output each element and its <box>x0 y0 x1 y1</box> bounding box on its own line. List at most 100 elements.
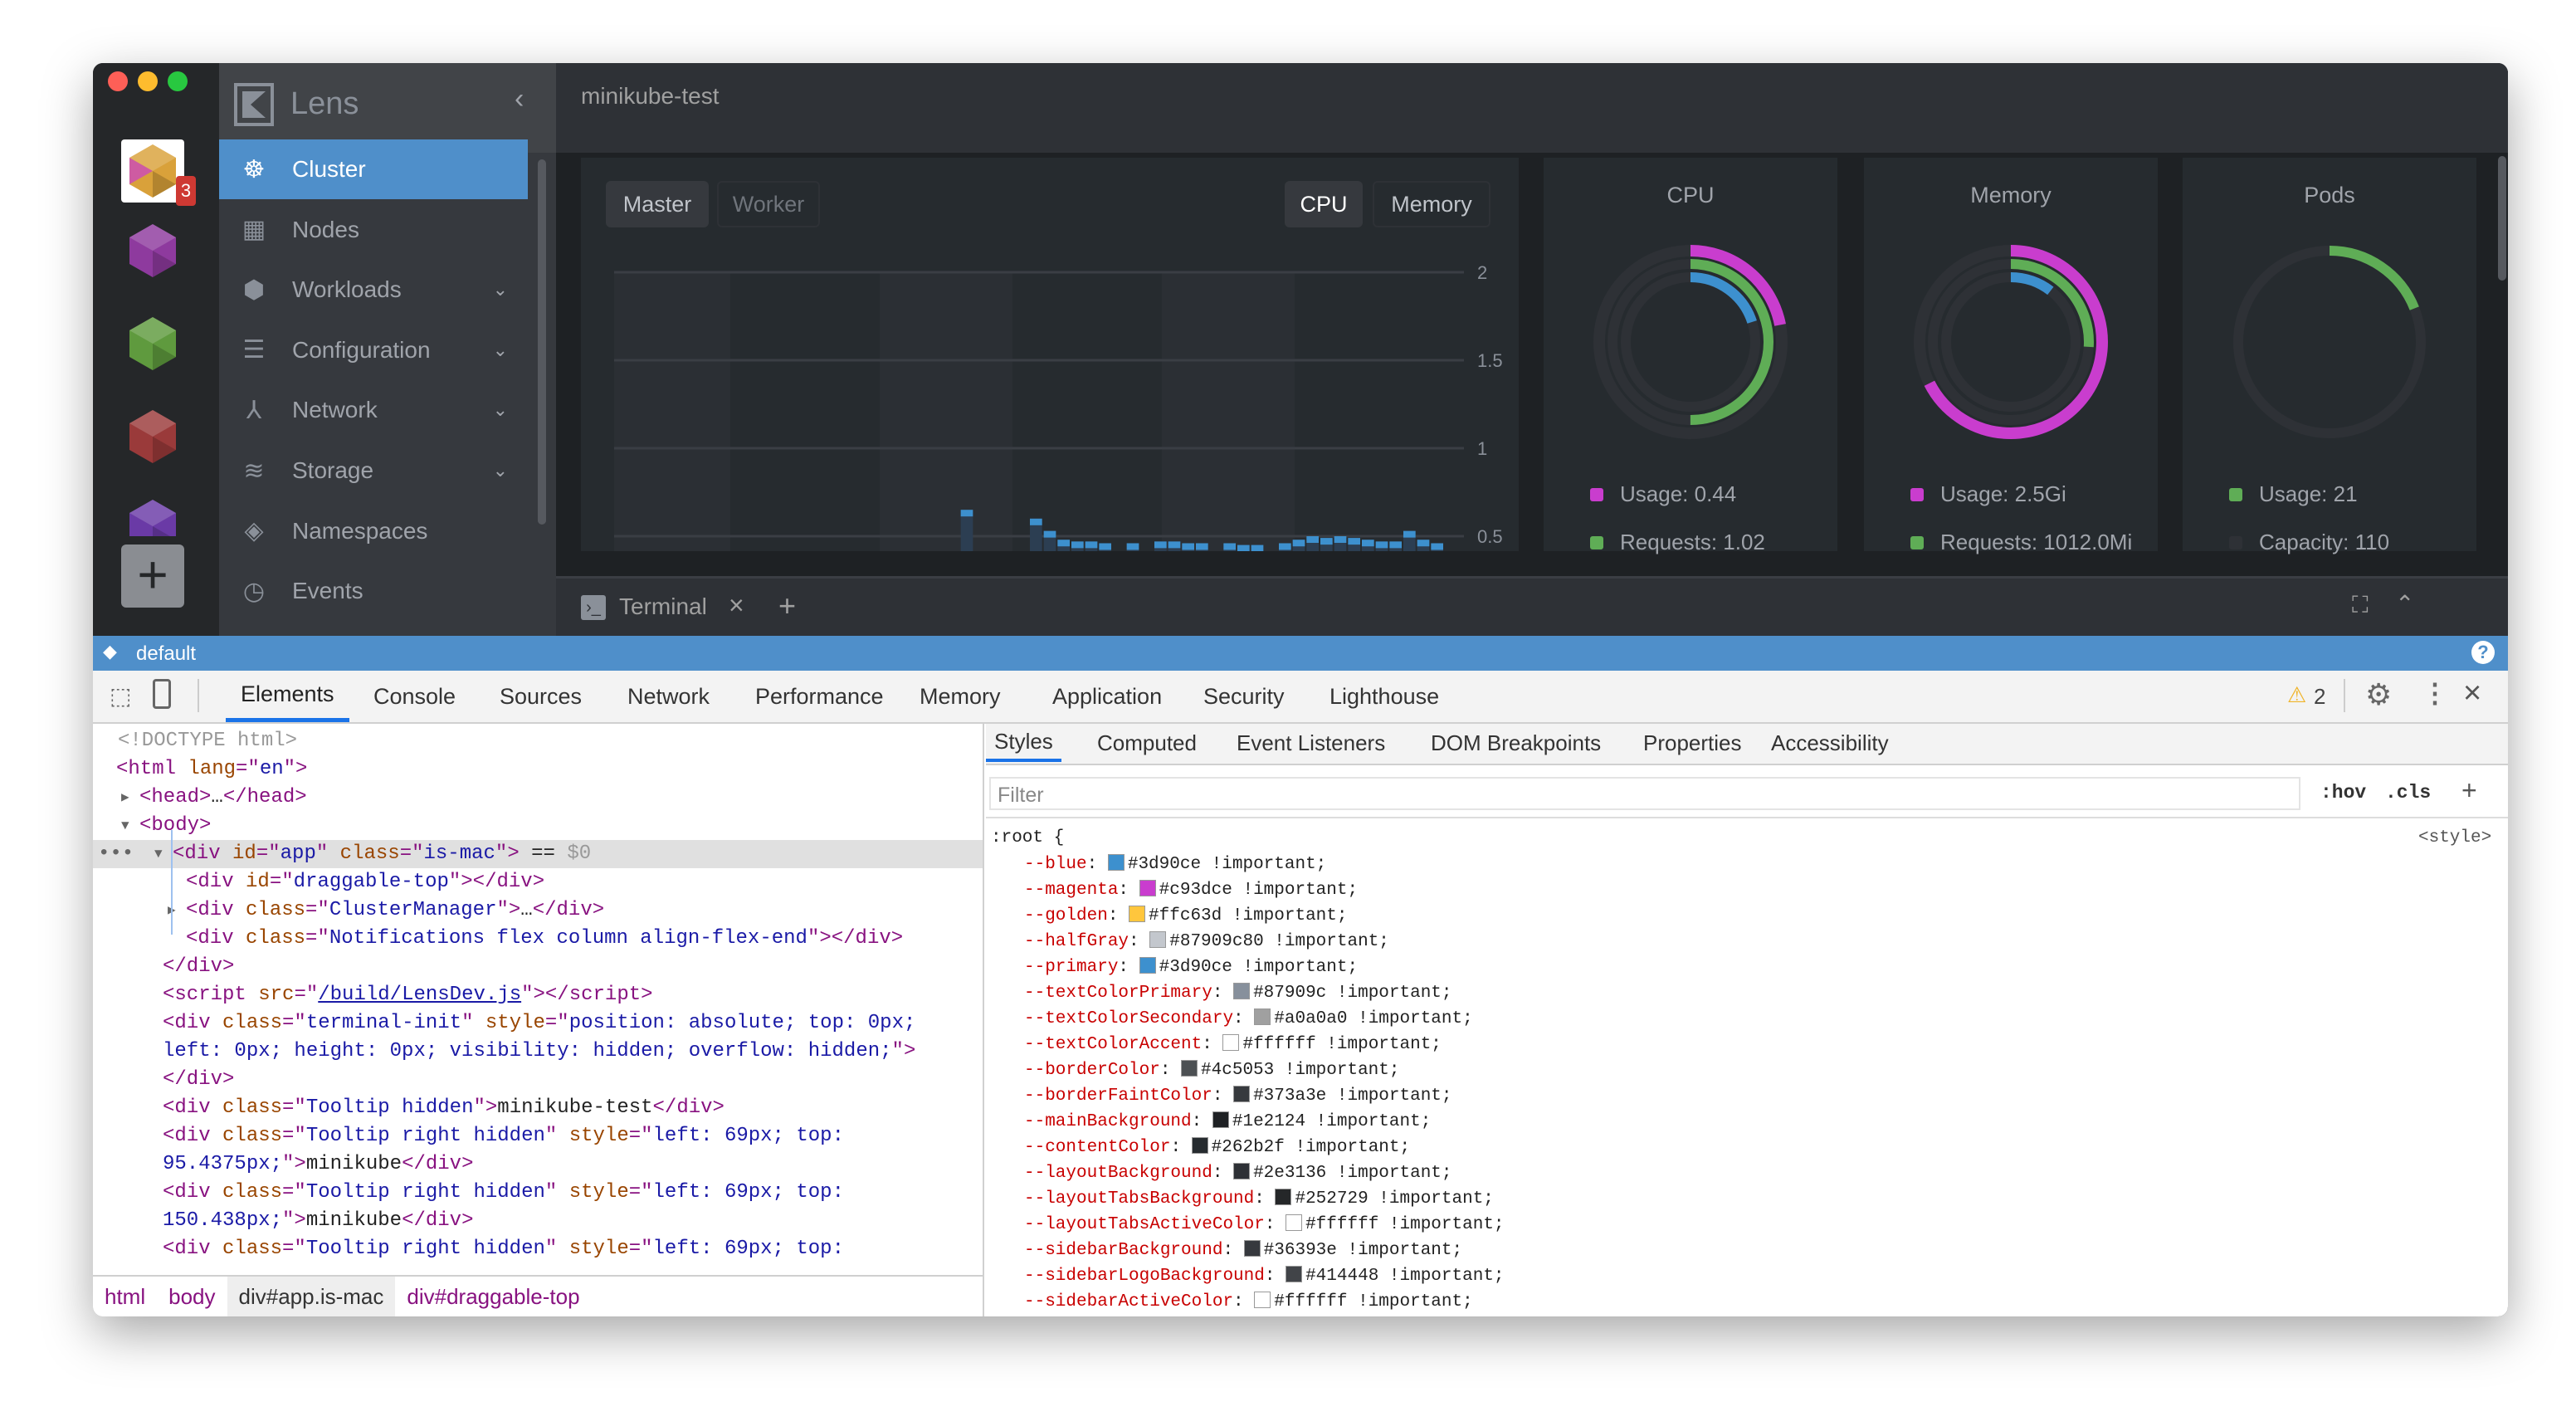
dom-node-line[interactable]: <div class="Tooltip right hidden" style=… <box>93 1179 983 1207</box>
tab-sources[interactable]: Sources <box>500 683 583 709</box>
css-property[interactable]: --borderColor: #4c5053 !important; <box>1024 1057 1400 1083</box>
tab-console[interactable]: Console <box>373 683 456 709</box>
dom-node-line[interactable]: </div> <box>93 953 983 981</box>
color-swatch[interactable] <box>1286 1214 1303 1231</box>
settings-gear-icon[interactable]: ⚙ <box>2365 677 2393 711</box>
sidebar-item-cluster[interactable]: ☸ Cluster <box>219 139 528 199</box>
color-swatch[interactable] <box>1181 1060 1198 1077</box>
css-property[interactable]: --layoutTabsActiveColor: #ffffff !import… <box>1024 1212 1505 1238</box>
chevron-down-icon[interactable]: ⌄ <box>492 460 508 481</box>
chevron-down-icon[interactable]: ⌄ <box>492 279 508 300</box>
styles-tab-event-listeners[interactable]: Event Listeners <box>1237 730 1386 755</box>
rule-source-link[interactable]: <style> <box>2418 828 2492 847</box>
sidebar-item-configuration[interactable]: ☰ Configuration ⌄ <box>219 320 528 380</box>
inspect-element-icon[interactable]: ⬚ <box>110 683 132 709</box>
dom-node-line[interactable]: ▼ <body> <box>93 812 983 840</box>
cluster-icon[interactable] <box>121 219 184 282</box>
tab-network[interactable]: Network <box>627 683 710 709</box>
rule-selector[interactable]: :root { <box>991 828 1065 847</box>
dom-node-line[interactable]: <div class="Tooltip right hidden" style=… <box>93 1122 983 1150</box>
css-property[interactable]: --layoutTabsBackground: #252729 !importa… <box>1024 1186 1494 1212</box>
collapse-sidebar-icon[interactable]: ‹ <box>515 83 524 115</box>
dom-node-line[interactable]: <html lang="en"> <box>93 755 983 784</box>
dom-node-line[interactable]: <script src="/build/LensDev.js"></script… <box>93 981 983 1009</box>
chevron-up-icon[interactable]: ⌃ <box>2395 591 2415 617</box>
cluster-icon[interactable] <box>121 405 184 468</box>
tab-application[interactable]: Application <box>1052 683 1163 709</box>
css-property[interactable]: --primary: #3d90ce !important; <box>1024 955 1358 980</box>
dom-node-line[interactable]: left: 0px; height: 0px; visibility: hidd… <box>93 1038 983 1066</box>
node-actions-icon[interactable]: ••• <box>98 842 134 865</box>
css-property[interactable]: --magenta: #c93dce !important; <box>1024 877 1358 903</box>
help-icon[interactable]: ? <box>2471 641 2495 664</box>
dom-node-line[interactable]: <div class="Notifications flex column al… <box>93 925 983 953</box>
css-property[interactable]: --halfGray: #87909c80 !important; <box>1024 929 1389 955</box>
new-terminal-icon[interactable]: + <box>778 588 797 623</box>
tab-memory[interactable]: Memory <box>920 683 1001 709</box>
styles-tab-accessibility[interactable]: Accessibility <box>1771 730 1889 755</box>
css-property[interactable]: --mainBackground: #1e2124 !important; <box>1024 1109 1431 1135</box>
color-swatch[interactable] <box>1139 957 1156 974</box>
collapse-arrow-icon[interactable]: ▼ <box>154 847 163 862</box>
css-property[interactable]: --contentColor: #262b2f !important; <box>1024 1135 1410 1160</box>
color-swatch[interactable] <box>1254 1008 1271 1025</box>
css-property[interactable]: --sidebarBackground: #36393e !important; <box>1024 1238 1462 1263</box>
dom-node-line[interactable]: </div> <box>93 1066 983 1094</box>
color-swatch[interactable] <box>1243 1240 1261 1257</box>
dom-node-line[interactable]: ••• ▼ <div id="app" class="is-mac"> == $0 <box>93 840 983 868</box>
dom-node-line[interactable]: <!DOCTYPE html> <box>93 727 983 755</box>
close-terminal-icon[interactable]: × <box>729 590 744 620</box>
main-scrollbar[interactable] <box>2498 156 2506 281</box>
sidebar-scrollbar[interactable] <box>538 159 546 525</box>
cls-toggle[interactable]: .cls <box>2385 782 2432 803</box>
dom-node-line[interactable]: <div class="Tooltip hidden">minikube-tes… <box>93 1094 983 1122</box>
close-devtools-icon[interactable]: × <box>2463 676 2482 711</box>
color-swatch[interactable] <box>1254 1292 1271 1308</box>
dom-node-line[interactable]: 150.438px;">minikube</div> <box>93 1207 983 1235</box>
collapse-arrow-icon[interactable]: ▼ <box>121 818 129 833</box>
css-property[interactable]: --textColorAccent: #ffffff !important; <box>1024 1032 1442 1057</box>
color-swatch[interactable] <box>1107 854 1125 871</box>
sidebar-item-nodes[interactable]: ▦ Nodes <box>219 200 528 260</box>
fullscreen-icon[interactable]: ⛶ <box>2352 592 2369 618</box>
color-swatch[interactable] <box>1191 1137 1208 1154</box>
device-toolbar-icon[interactable] <box>153 679 171 709</box>
dom-node-line[interactable]: <div class="terminal-init" style="positi… <box>93 1009 983 1038</box>
css-property[interactable]: --sidebarLogoBackground: #414448 !import… <box>1024 1263 1505 1289</box>
sidebar-item-namespaces[interactable]: ◈ Namespaces <box>219 501 528 561</box>
css-property[interactable]: --sidebarActiveColor: #ffffff !important… <box>1024 1289 1473 1315</box>
css-property[interactable]: --textColorSecondary: #a0a0a0 !important… <box>1024 1006 1473 1032</box>
color-swatch[interactable] <box>1233 983 1251 999</box>
expand-arrow-icon[interactable]: ▶ <box>121 790 129 805</box>
styles-tab-dom-breakpoints[interactable]: DOM Breakpoints <box>1431 730 1602 755</box>
breadcrumb-item[interactable]: html <box>105 1283 146 1309</box>
add-cluster-button[interactable]: + <box>121 545 184 608</box>
maximize-window-button[interactable] <box>168 71 188 91</box>
sidebar-item-storage[interactable]: ≋ Storage ⌄ <box>219 441 528 501</box>
chevron-down-icon[interactable]: ⌄ <box>492 399 508 421</box>
color-swatch[interactable] <box>1139 880 1156 896</box>
tab-cpu[interactable]: CPU <box>1285 181 1363 227</box>
tab-elements[interactable]: Elements <box>226 671 349 722</box>
styles-tab-computed[interactable]: Computed <box>1097 730 1197 755</box>
tab-master[interactable]: Master <box>606 181 709 227</box>
cluster-icon[interactable] <box>121 312 184 375</box>
breadcrumb-item[interactable]: body <box>168 1283 216 1309</box>
color-swatch[interactable] <box>1275 1189 1292 1205</box>
chevron-down-icon[interactable]: ⌄ <box>492 339 508 360</box>
css-property[interactable]: --borderFaintColor: #373a3e !important; <box>1024 1083 1452 1109</box>
styles-filter-input[interactable]: Filter <box>989 777 2300 810</box>
breadcrumb-item[interactable]: div#draggable-top <box>407 1283 580 1309</box>
warning-count[interactable]: 2 <box>2314 684 2326 709</box>
code-token[interactable]: /build/LensDev.js <box>318 984 522 1006</box>
terminal-tab[interactable]: Terminal <box>619 593 707 619</box>
new-style-rule-icon[interactable]: + <box>2461 775 2477 805</box>
dom-node-line[interactable]: ▶<div class="ClusterManager">…</div> <box>93 896 983 925</box>
dom-node-line[interactable]: <div id="draggable-top"></div> <box>93 868 983 896</box>
dom-node-line[interactable]: ▶ <head>…</head> <box>93 784 983 812</box>
sidebar-item-network[interactable]: ⅄ Network ⌄ <box>219 380 528 440</box>
cluster-icon[interactable] <box>121 139 184 203</box>
minimize-window-button[interactable] <box>138 71 158 91</box>
css-property[interactable]: --blue: #3d90ce !important; <box>1024 852 1326 877</box>
tab-security[interactable]: Security <box>1203 683 1285 709</box>
